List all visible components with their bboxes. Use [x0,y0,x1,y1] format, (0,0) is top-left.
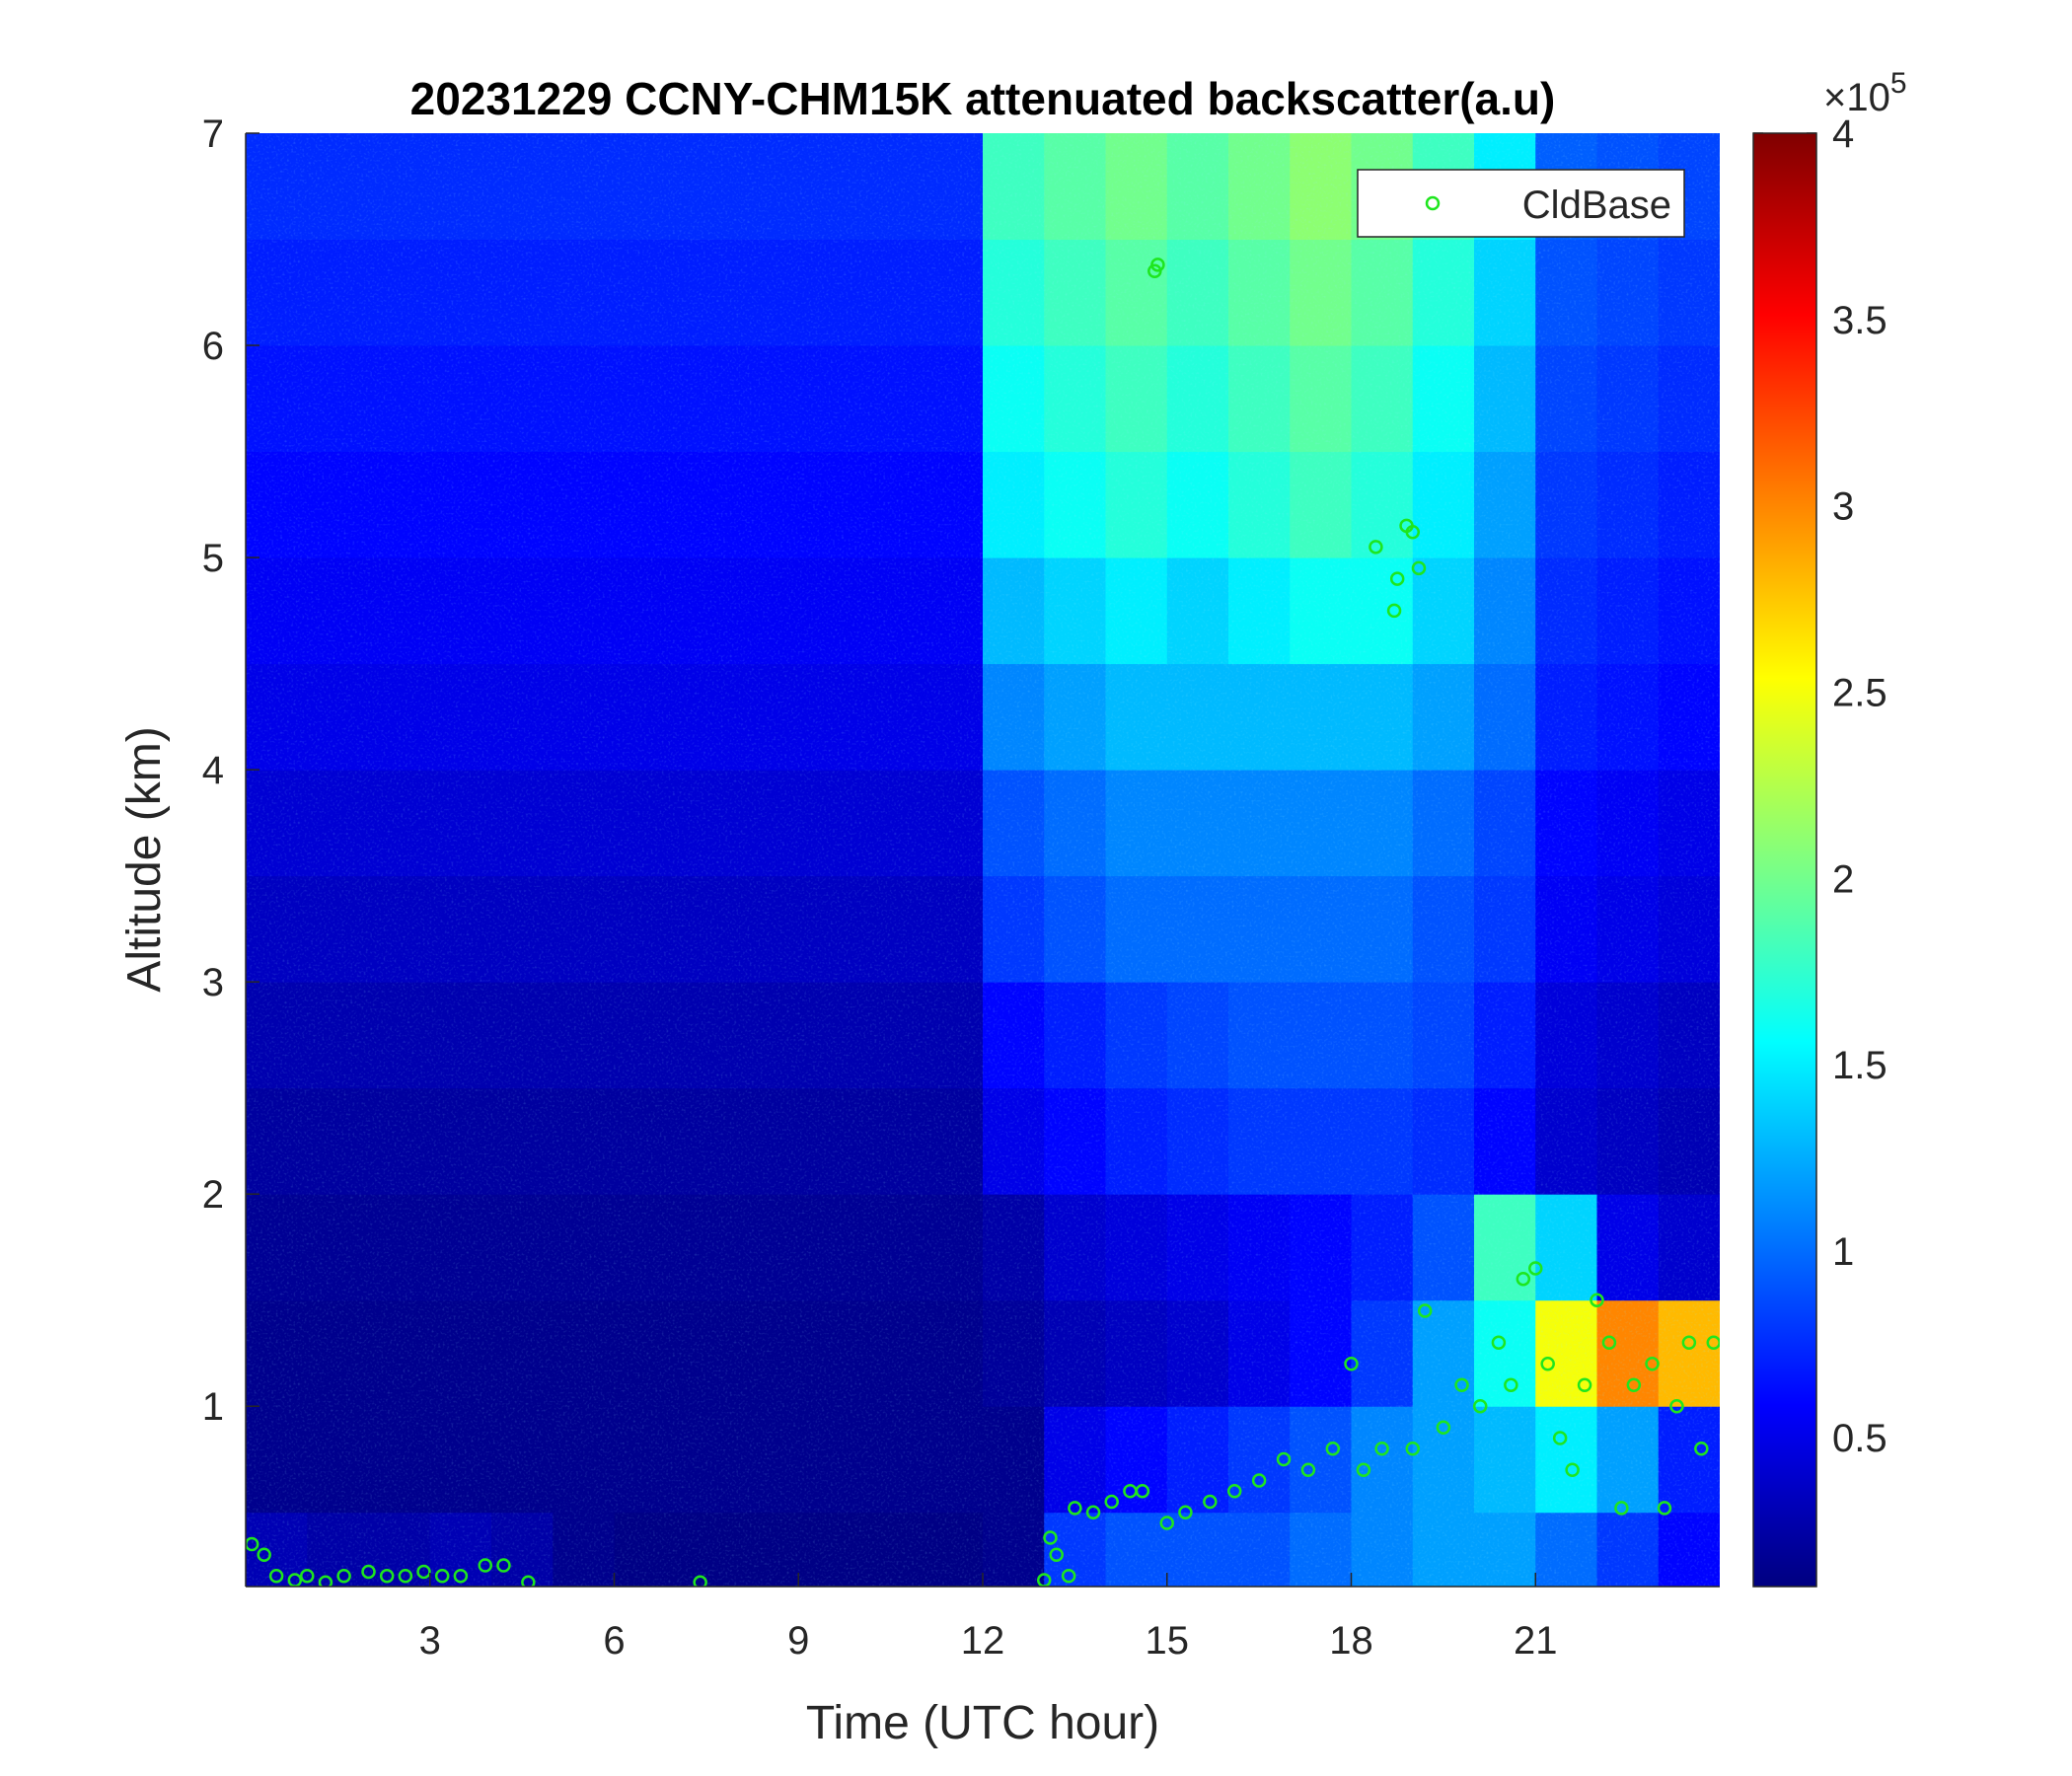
x-tick-label: 9 [787,1619,809,1663]
cloud-base-point [1344,1356,1359,1371]
x-tick-label: 6 [603,1619,625,1663]
legend: CldBase [1357,169,1685,238]
speckle-texture [246,133,1720,1587]
cloud-base-point [453,1568,469,1584]
colorbar [1752,132,1817,1588]
cloud-base-point [1681,1335,1697,1350]
cloud-base-point [1436,1420,1451,1435]
cloud-base-point [1491,1335,1507,1350]
x-axis-label: Time (UTC hour) [806,1697,1159,1749]
colorbar-tick-label: 1.5 [1832,1044,1887,1087]
cloud-base-point [1135,1483,1150,1499]
cloud-base-point [1601,1335,1617,1350]
cloud-base-point [1565,1462,1580,1477]
cloud-base-point [1085,1505,1101,1519]
cloud-base-point [300,1568,315,1584]
cloud-base-point [1516,1271,1531,1287]
colorbar-tick-label: 3 [1832,485,1854,529]
cloud-base-point [318,1575,333,1587]
cloud-base-point [1049,1547,1064,1562]
y-tick-label: 1 [202,1385,224,1429]
cloud-base-point [398,1568,413,1584]
cloud-base-point [1061,1568,1076,1584]
cloud-base-point [1626,1377,1642,1392]
cloud-base-point [1325,1441,1341,1456]
x-tick-label: 21 [1514,1619,1558,1663]
cloud-base-point [693,1575,707,1587]
cloud-base-point [1552,1431,1568,1445]
cloud-base-points [246,258,1720,1587]
cloud-base-point [1405,525,1420,540]
cloud-base-point [1150,258,1165,272]
cloud-base-point [1645,1356,1660,1371]
cloud-base-point [1669,1398,1684,1414]
y-tick-label: 4 [202,749,224,792]
cloud-base-point [1369,540,1383,555]
colorbar-base: ×10 [1823,76,1890,119]
colorbar-tick-label: 2 [1832,857,1854,901]
cloud-base-point [1454,1377,1469,1392]
y-tick-label: 6 [202,325,224,368]
x-tick-label: 18 [1329,1619,1373,1663]
cloud-base-point [1577,1377,1592,1392]
cloud-base-point [361,1564,376,1580]
cloud-base-point [1504,1377,1518,1392]
cloud-base-point [1178,1505,1193,1519]
legend-box [1357,169,1685,238]
cloud-base-point [1657,1501,1672,1516]
legend-label: CldBase [1522,184,1671,227]
cloud-base-point [1104,1494,1119,1510]
y-tick-label: 7 [202,112,224,156]
y-tick-label: 5 [202,537,224,580]
chart-title: 20231229 CCNY-CHM15K attenuated backscat… [410,73,1556,124]
cloud-base-point [1300,1462,1316,1477]
cloud-base-point [1417,1303,1433,1318]
cloud-base-point [1226,1483,1242,1499]
cloud-base-point [1405,1441,1420,1456]
cloud-base-point [1203,1494,1218,1510]
cloud-base-point [1374,1441,1389,1456]
cloud-base-point [257,1547,271,1562]
cloud-base-point [1043,1530,1058,1545]
cloud-base-point [1159,1516,1174,1530]
x-tick-label: 12 [961,1619,1005,1663]
colorbar-multiplier: ×105 [1823,67,1907,119]
cloud-base-point [1540,1356,1555,1371]
x-tick-label: 3 [419,1619,441,1663]
y-axis-label: Altitude (km) [118,726,171,992]
cloud-base-point [416,1564,431,1580]
cloud-base-point [336,1568,351,1584]
cloud-base-point [1068,1501,1082,1516]
cloud-base-point [1694,1441,1709,1456]
cloud-base-point [478,1558,493,1573]
cloud-base-point [1706,1335,1720,1350]
cloud-base-point [1251,1473,1267,1488]
colorbar-tick-label: 4 [1832,112,1854,156]
cloud-base-point [1528,1261,1543,1276]
cloud-base-point [379,1568,395,1584]
cloud-base-point [1386,603,1402,619]
colorbar-tick-label: 2.5 [1832,672,1887,715]
cloud-base-point [1614,1501,1629,1516]
cloud-base-point [1590,1293,1604,1307]
cloud-base-point [1389,571,1405,586]
cloud-base-point [1411,560,1427,576]
colorbar-tick-label: 3.5 [1832,299,1887,342]
y-tick-label: 2 [202,1173,224,1217]
cloud-base-point [496,1558,511,1573]
cloud-base-point [434,1568,450,1584]
colorbar-exponent: 5 [1890,67,1907,100]
colorbar-tick-label: 1 [1832,1230,1854,1274]
legend-marker [1425,195,1441,211]
cloud-base-point [268,1568,284,1584]
cloud-base-point [521,1575,536,1587]
colorbar-tick-label: 0.5 [1832,1417,1887,1460]
cloud-base-point [1472,1398,1488,1414]
x-tick-label: 15 [1146,1619,1190,1663]
cloud-base-point [1276,1451,1292,1467]
y-tick-label: 3 [202,961,224,1004]
cloud-base-point [1356,1462,1371,1477]
